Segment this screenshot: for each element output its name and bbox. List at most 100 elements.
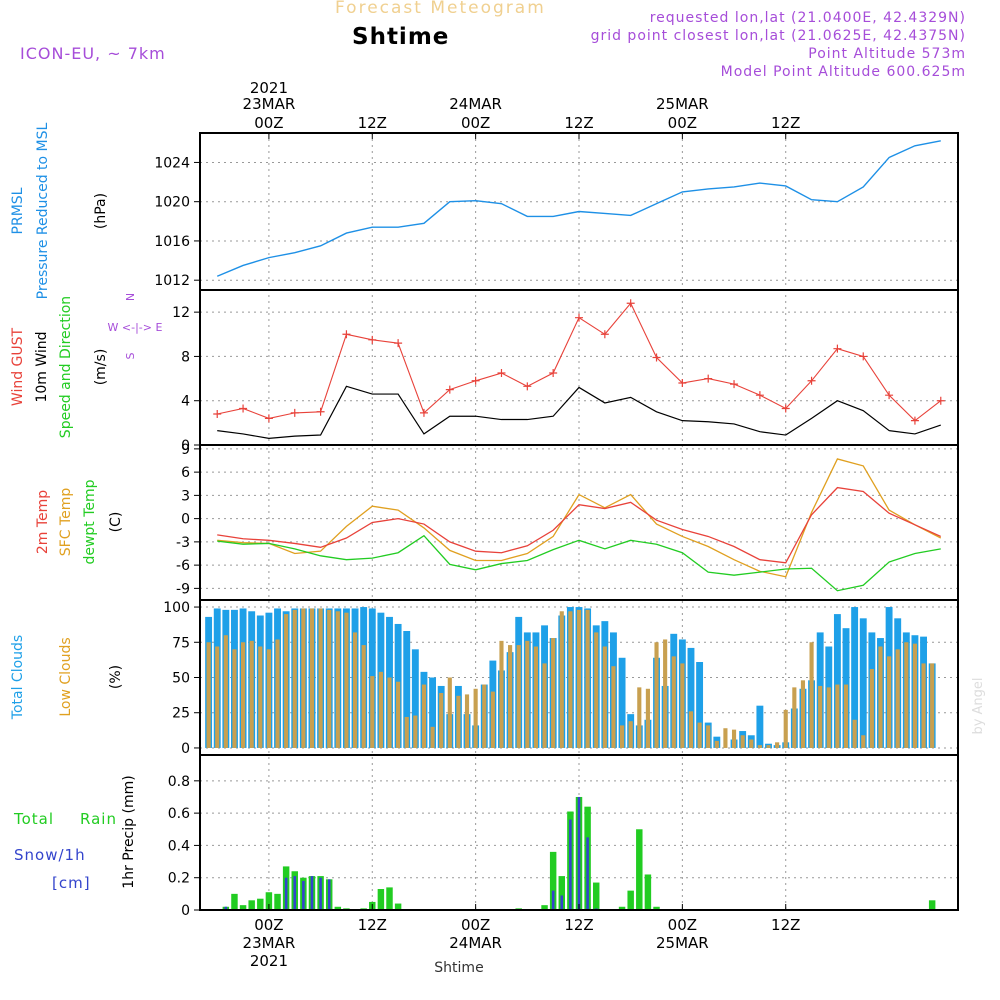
low-cloud-bar: [318, 608, 323, 748]
rain-bar: [274, 893, 281, 910]
wind-gust-marker: [445, 385, 454, 394]
y-tick-label: -3: [176, 535, 190, 551]
low-cloud-bar: [904, 642, 909, 748]
low-cloud-bar: [284, 614, 289, 748]
model-label: ICON-EU, ~ 7km: [20, 44, 166, 63]
low-cloud-bar: [215, 646, 220, 748]
top-year-label: 2021: [250, 79, 288, 97]
total-clouds-label: Total Clouds: [10, 635, 26, 720]
rain-bar: [265, 892, 273, 910]
snow-bar: [224, 906, 228, 910]
low-cloud-bar: [576, 609, 582, 748]
wind-gust-marker: [497, 369, 506, 378]
low-cloud-bar: [413, 715, 418, 748]
snow-bar: [284, 877, 288, 910]
low-cloud-bar: [628, 721, 633, 748]
wind-gust-marker: [704, 374, 713, 383]
low-cloud-bar: [335, 611, 340, 748]
rain-bar: [549, 851, 557, 910]
bottom-hour-label: 12Z: [771, 916, 800, 934]
wind-speed-line: [217, 385, 941, 439]
total-cloud-bar: [687, 647, 695, 748]
wind-gust-marker: [549, 369, 558, 378]
low-cloud-bar: [620, 725, 625, 748]
low-cloud-bar: [757, 745, 762, 748]
snow-bar: [586, 837, 589, 910]
low-cloud-bar: [809, 642, 814, 748]
low-cloud-bar: [387, 677, 392, 748]
low-cloud-bar: [835, 684, 840, 748]
bottom-hour-label: 12Z: [358, 916, 387, 934]
low-cloud-bar: [775, 742, 780, 748]
low-cloud-bar: [456, 695, 461, 748]
snow-bar: [293, 876, 297, 910]
low-cloud-bar: [223, 635, 228, 748]
wind-gust-marker: [290, 408, 299, 417]
rain-bar: [334, 906, 342, 910]
low-cloud-bar: [249, 640, 254, 748]
rain-bar: [653, 906, 660, 910]
rain-bar: [636, 829, 643, 910]
low-cloud-bar: [551, 638, 556, 748]
wind-gust-marker: [213, 410, 222, 418]
low-cloud-bar: [499, 640, 504, 748]
y-tick-label: 1016: [154, 234, 190, 250]
wind-gust-marker: [419, 408, 428, 417]
wind-gust-marker: [523, 382, 532, 391]
clouds-unit-label: (%): [108, 665, 124, 689]
low-cloud-bar: [447, 677, 452, 748]
rain-bar: [644, 874, 652, 910]
low-cloud-bar: [309, 608, 315, 748]
y-tick-label: 0: [181, 741, 190, 757]
model-point-altitude: Model Point Altitude 600.625m: [720, 64, 966, 80]
rain-bar: [239, 905, 247, 910]
y-tick-label: 4: [181, 394, 190, 410]
point-altitude: Point Altitude 573m: [808, 46, 966, 62]
top-hour-label: 00Z: [668, 114, 697, 132]
wind-gust-marker: [471, 376, 480, 385]
low-cloud-bar: [749, 739, 754, 748]
low-cloud-bar: [344, 612, 349, 748]
y-tick-label: 0.2: [168, 871, 190, 887]
low-cloud-bar: [482, 684, 487, 748]
total-cloud-bar: [429, 677, 437, 748]
top-hour-label: 12Z: [564, 114, 593, 132]
low-cloud-bar: [464, 694, 470, 748]
bottom-year-label: 2021: [250, 952, 288, 970]
snow-bar: [327, 879, 331, 910]
snow-bar: [302, 880, 305, 910]
total-cloud-bar: [618, 657, 626, 748]
temp-unit-label: (C): [108, 512, 124, 533]
precip-snow-unit-label: [cm]: [52, 874, 91, 892]
y-tick-label: 100: [163, 600, 190, 616]
bottom-station-label: Shtime: [434, 960, 483, 976]
panel-frame: [199, 444, 959, 601]
wind-gust-marker: [575, 313, 583, 322]
wind-speed-dir-label: Speed and Direction: [58, 296, 74, 438]
low-cloud-bar: [706, 725, 711, 748]
rain-bar: [248, 900, 255, 910]
snow-bar: [569, 819, 572, 910]
total-cloud-bar: [411, 649, 419, 748]
low-cloud-bar: [516, 645, 521, 748]
low-cloud-bar: [370, 676, 375, 748]
rain-bar: [386, 887, 393, 910]
low-cloud-bar: [404, 716, 409, 748]
sfc-temp-label: SFC Temp: [58, 488, 74, 557]
wind-gust-marker: [755, 391, 764, 400]
total-cloud-bar: [859, 618, 867, 748]
y-tick-label: 0: [181, 903, 190, 919]
low-cloud-bar: [861, 735, 866, 748]
top-date-label: 24MAR: [449, 95, 502, 113]
bottom-date-label: 24MAR: [449, 934, 502, 952]
low-cloud-bar: [783, 709, 788, 748]
wind-gust-marker: [807, 376, 816, 385]
y-tick-label: 0.8: [168, 774, 190, 790]
sfc-temp-line: [217, 458, 942, 578]
low-cloud-bar: [611, 666, 616, 748]
low-cloud-bar: [895, 649, 900, 748]
low-cloud-bar: [352, 632, 358, 748]
y-tick-label: -6: [176, 558, 190, 574]
low-cloud-bar: [594, 632, 599, 748]
low-cloud-bar: [680, 663, 685, 748]
